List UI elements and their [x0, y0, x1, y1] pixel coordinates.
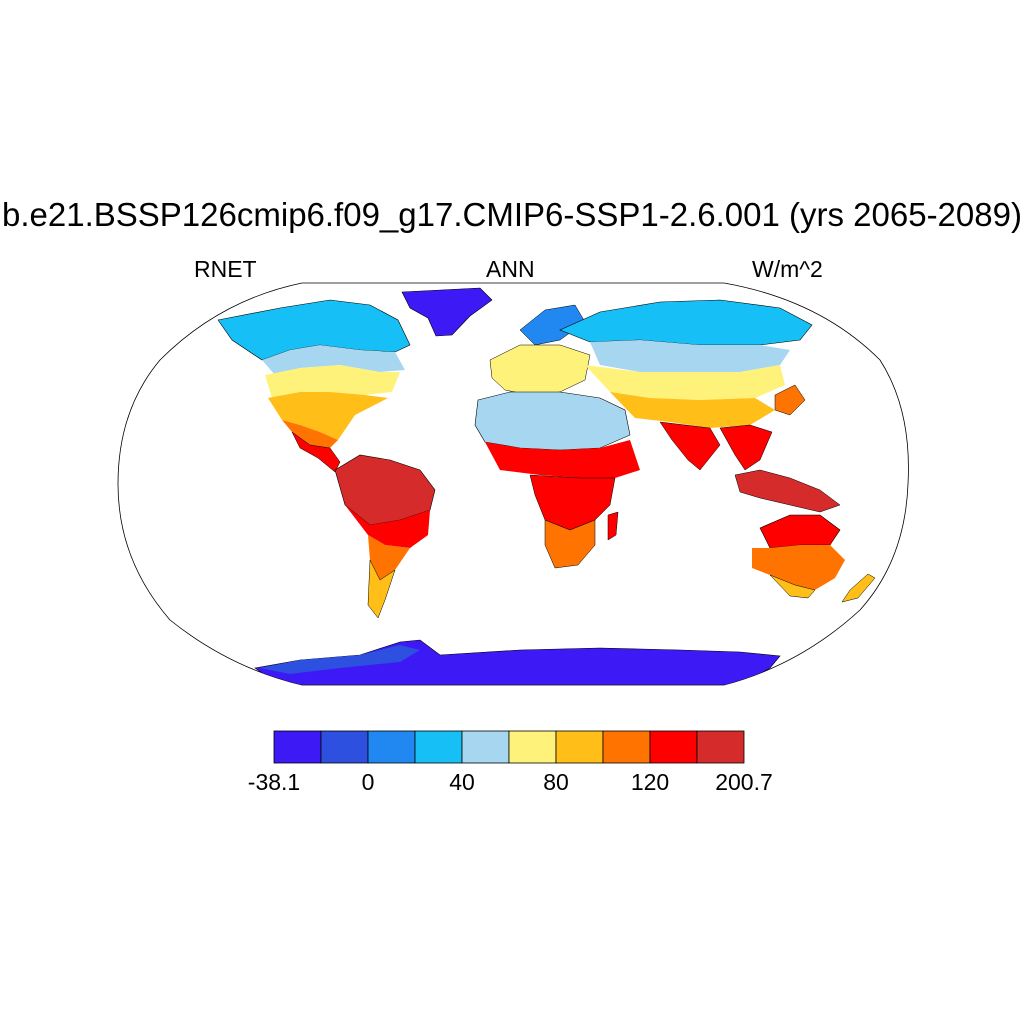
southern-africa-region [544, 519, 596, 569]
colorbar-swatch [461, 730, 510, 764]
variable-label: RNET [194, 256, 257, 282]
colorbar-swatch [508, 730, 557, 764]
europe-region [489, 344, 591, 396]
north-america-south [268, 392, 388, 440]
colorbar-tick-label: 200.7 [715, 769, 773, 795]
colorbar-swatch [602, 730, 651, 764]
new-zealand-region [841, 573, 876, 603]
colorbar-swatch [649, 730, 698, 764]
colorbar-tick-label: 0 [361, 769, 375, 795]
season-label: ANN [486, 256, 535, 282]
australia-interior [752, 545, 845, 590]
southeast-asia-region [719, 424, 773, 471]
asia-temperate [585, 365, 785, 400]
australia-south [769, 574, 816, 599]
units-label: W/m^2 [752, 256, 823, 282]
east-asia-coast [774, 384, 806, 416]
colorbar-swatch [367, 730, 416, 764]
central-america-region [291, 431, 341, 473]
colorbar-swatch [555, 730, 604, 764]
north-africa-region [474, 391, 631, 451]
south-america-south [368, 535, 410, 580]
sahel-region [485, 440, 640, 478]
mexico-region [282, 420, 338, 448]
asia-south [610, 392, 775, 428]
colorbar-tick-label: -38.1 [247, 769, 301, 795]
plot-title: b.e21.BSSP126cmip6.f09_g17.CMIP6-SSP1-2.… [2, 196, 1022, 233]
colorbar-tick-label: 80 [543, 769, 569, 795]
colorbar-tick-label: 40 [449, 769, 475, 795]
indonesia-region [734, 469, 841, 513]
north-america-temperate [265, 365, 400, 398]
india-region [659, 421, 721, 471]
antarctica-coast [260, 645, 420, 674]
colorbar-swatch [414, 730, 463, 764]
south-america-tip [367, 559, 396, 619]
colorbar-swatch [320, 730, 369, 764]
colorbar-tick-label: 120 [630, 769, 670, 795]
madagascar-region [607, 511, 619, 541]
south-america-central [345, 505, 430, 548]
colorbar-swatch [273, 730, 322, 764]
colorbar-swatch [696, 730, 745, 764]
central-asia-region [590, 340, 790, 372]
greenland-region [401, 287, 493, 337]
colorbar [273, 730, 745, 764]
north-america-mid [262, 345, 405, 375]
